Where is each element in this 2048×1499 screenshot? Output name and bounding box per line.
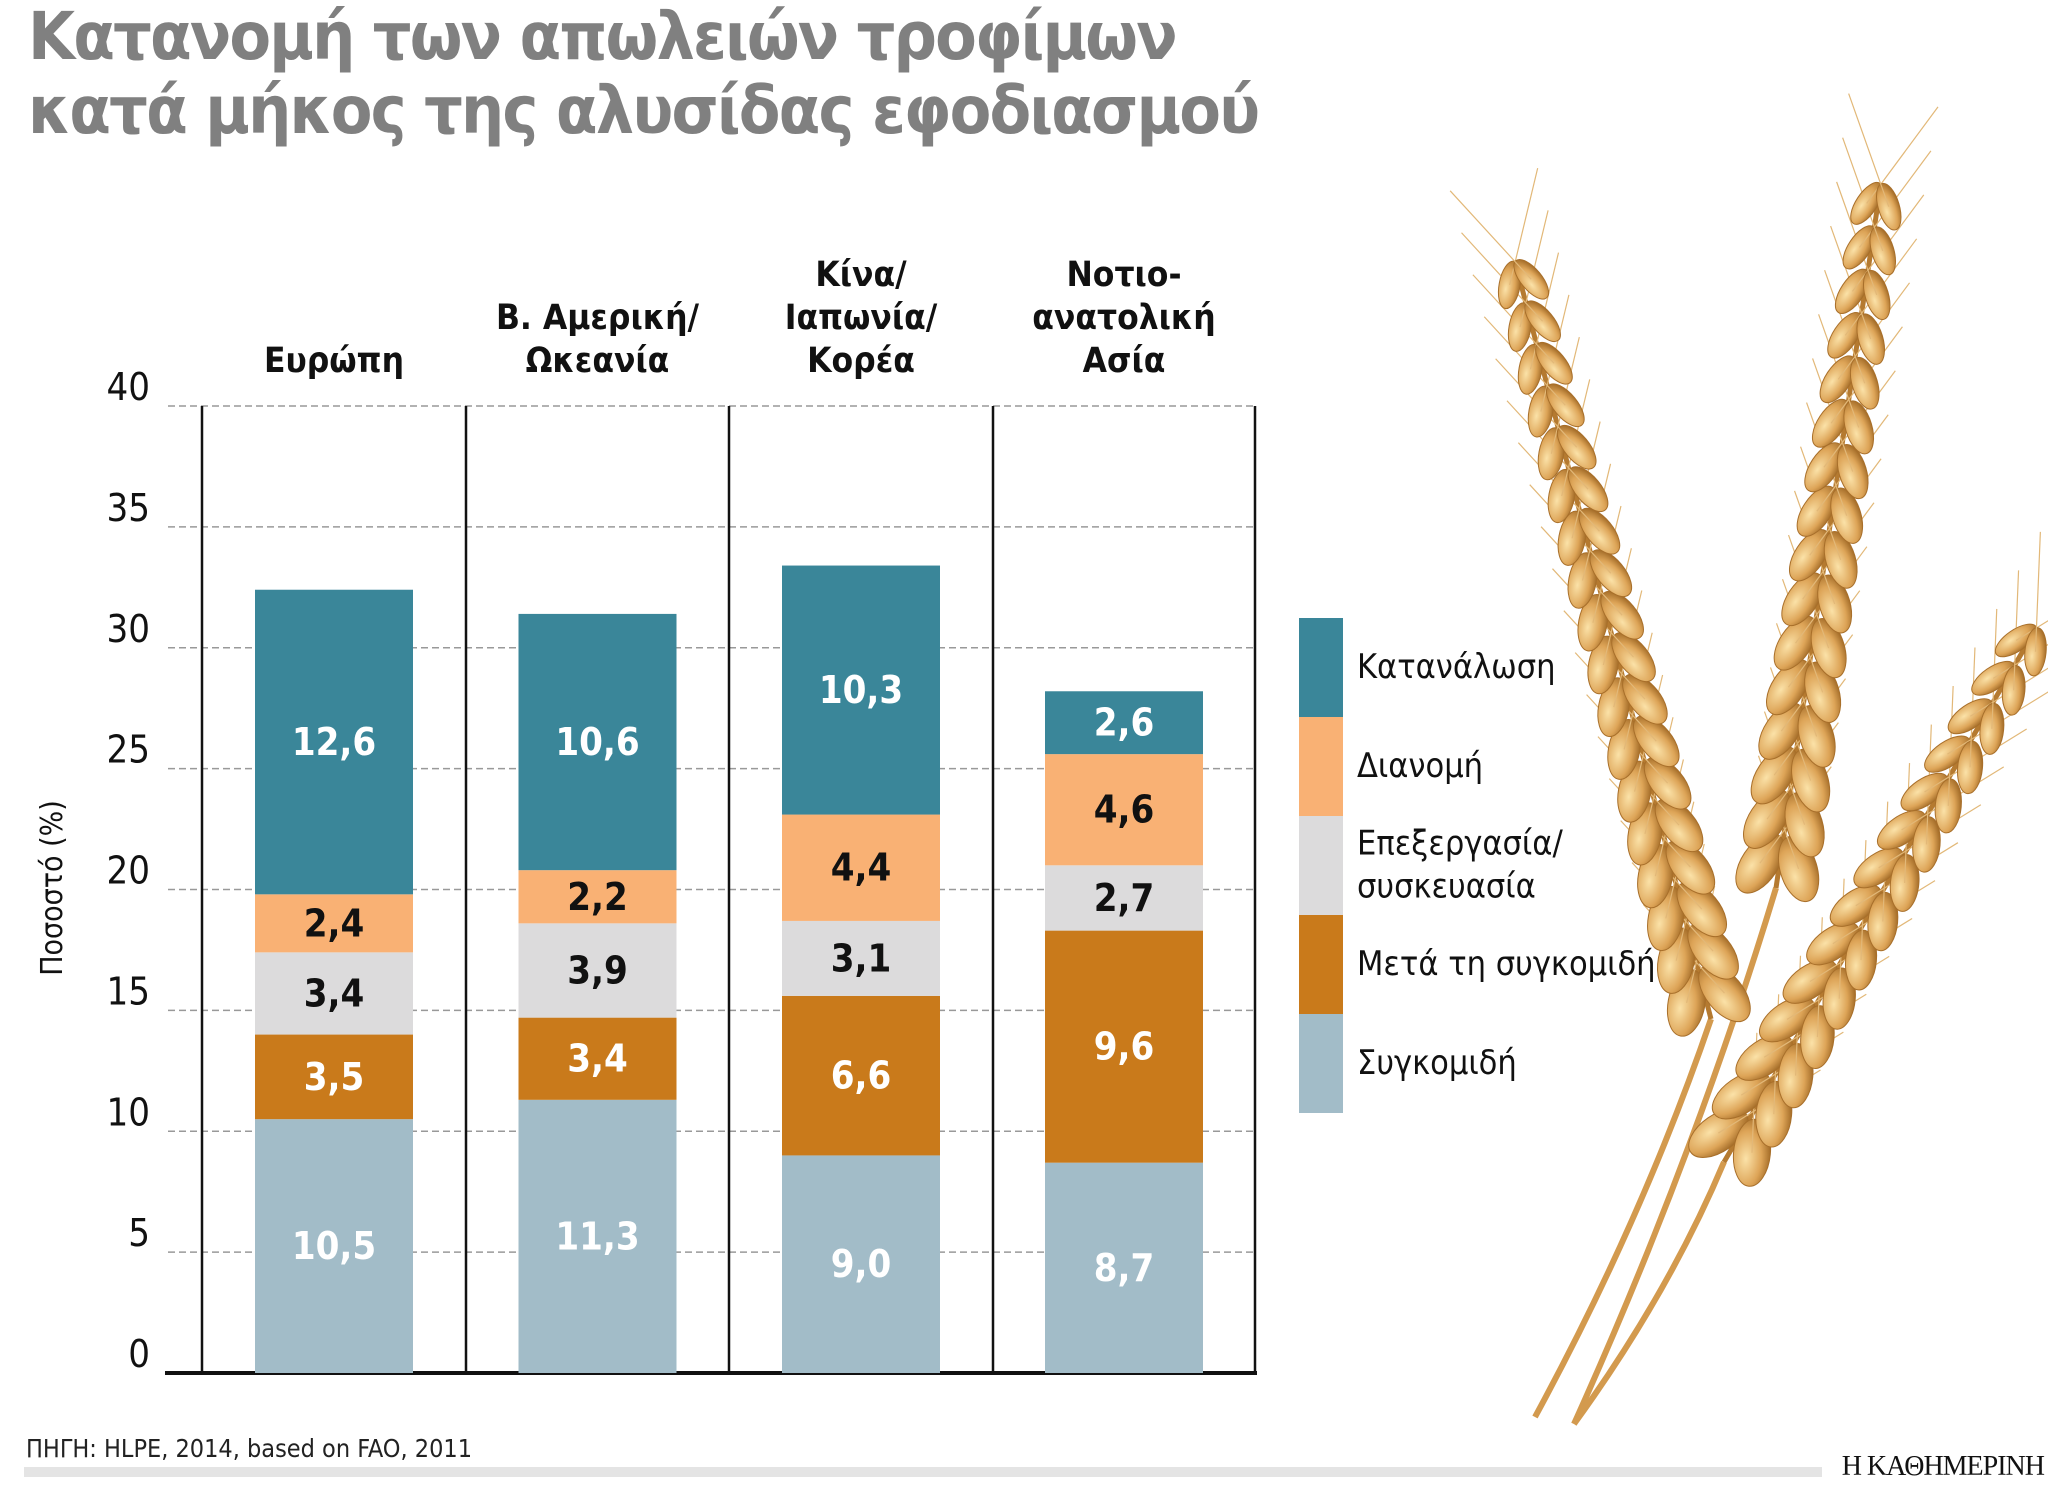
wheat-grain bbox=[1876, 182, 1902, 231]
bar-segment bbox=[255, 952, 413, 1035]
data-label: 12,6 bbox=[292, 720, 376, 764]
legend-label: Επεξεργασία/ bbox=[1357, 824, 1563, 864]
data-label: 4,4 bbox=[831, 846, 892, 890]
wheat-grain bbox=[1810, 618, 1847, 679]
bar-segment bbox=[255, 1119, 413, 1373]
category-label: Ευρώπη bbox=[264, 341, 404, 381]
y-tick-label: 20 bbox=[107, 849, 151, 893]
category-label: Ιαπωνία/ bbox=[785, 298, 938, 338]
legend-label: Μετά τη συγκομιδή bbox=[1357, 944, 1656, 984]
wheat-grain bbox=[1947, 698, 1993, 735]
legend-label: Συγκομιδή bbox=[1357, 1043, 1517, 1083]
title-line-1: Κατανομή των απωλειών τροφίμων bbox=[28, 0, 1178, 75]
data-label: 3,5 bbox=[304, 1055, 365, 1099]
bar-segment bbox=[1045, 930, 1203, 1163]
y-tick-label: 15 bbox=[107, 969, 151, 1013]
wheat-grain bbox=[1900, 772, 1949, 812]
wheat-grain bbox=[1830, 487, 1864, 544]
category-label: Β. Αμερική/ bbox=[496, 298, 700, 338]
legend-swatch bbox=[1299, 717, 1343, 816]
wheat-grain bbox=[1862, 269, 1891, 321]
bar-segment bbox=[782, 1155, 940, 1373]
bar-segment bbox=[782, 920, 940, 996]
chart-title: Κατανομή των απωλειών τροφίμων κατά μήκο… bbox=[28, 0, 1260, 149]
wheat-illustration bbox=[1449, 93, 2048, 1426]
wheat-grain bbox=[1577, 593, 1609, 652]
y-tick-label: 0 bbox=[128, 1332, 150, 1376]
bar-segment bbox=[518, 1099, 677, 1373]
data-label: 2,4 bbox=[304, 901, 365, 945]
data-label: 3,4 bbox=[567, 1037, 628, 1081]
y-tick-label: 40 bbox=[107, 365, 151, 409]
data-label: 10,6 bbox=[555, 720, 639, 764]
data-label: 2,7 bbox=[1094, 876, 1155, 920]
wheat-awn bbox=[1449, 190, 1532, 280]
y-tick-label: 25 bbox=[107, 728, 151, 772]
wheat-stem bbox=[1571, 1160, 1727, 1426]
bar-segment bbox=[782, 995, 940, 1156]
wheat-grain bbox=[1853, 847, 1905, 889]
wheat-stem bbox=[1532, 1018, 1714, 1419]
bar-segment bbox=[782, 565, 940, 815]
y-tick-label: 35 bbox=[107, 486, 151, 530]
data-label: 4,6 bbox=[1094, 788, 1155, 832]
wheat-grain bbox=[1567, 552, 1598, 609]
wheat-awn bbox=[1848, 93, 1890, 207]
category-label: Νοτιο- bbox=[1066, 255, 1181, 295]
bar-segment bbox=[1045, 691, 1203, 755]
bar-segment bbox=[518, 1017, 677, 1100]
wheat-grain bbox=[1979, 702, 2005, 755]
data-label: 9,6 bbox=[1094, 1025, 1155, 1069]
legend-label: Κατανάλωση bbox=[1357, 647, 1556, 687]
legend-swatch bbox=[1299, 915, 1343, 1014]
publisher-logo: Η ΚΑΘΗΜΕΡΙΝΗ bbox=[1841, 1451, 2045, 1482]
data-label: 3,4 bbox=[304, 971, 365, 1015]
wheat-grain bbox=[1758, 702, 1805, 760]
legend-swatch bbox=[1299, 1014, 1343, 1113]
wheat-grain bbox=[1843, 400, 1875, 455]
bar-segment bbox=[518, 613, 677, 871]
data-label: 11,3 bbox=[555, 1214, 639, 1258]
bar-segment bbox=[782, 814, 940, 921]
legend-label: συσκευασία bbox=[1357, 867, 1536, 907]
bar-segment bbox=[1045, 1162, 1203, 1373]
y-tick-label: 30 bbox=[107, 607, 151, 651]
bar-segment bbox=[255, 1034, 413, 1120]
data-label: 10,5 bbox=[292, 1224, 376, 1268]
legend-label: Διανομή bbox=[1357, 746, 1483, 786]
footer-divider bbox=[24, 1467, 1822, 1477]
category-label: Ασία bbox=[1083, 341, 1166, 381]
source-note: ΠΗΓΗ: HLPE, 2014, based on FAO, 2011 bbox=[26, 1434, 473, 1463]
data-label: 3,9 bbox=[567, 948, 628, 992]
category-label: Ωκεανία bbox=[526, 341, 670, 381]
data-label: 8,7 bbox=[1094, 1246, 1155, 1290]
bar-segment bbox=[1045, 754, 1203, 866]
wheat-awn bbox=[2034, 531, 2041, 652]
title-line-2: κατά μήκος της αλυσίδας εφοδιασμού bbox=[28, 72, 1260, 149]
data-label: 6,6 bbox=[831, 1054, 892, 1098]
y-axis-label: Ποσοστό (%) bbox=[35, 800, 70, 976]
bar-segment bbox=[1045, 865, 1203, 931]
wheat-grain bbox=[1934, 778, 1962, 834]
wheat-grain bbox=[1889, 854, 1920, 912]
data-label: 9,0 bbox=[831, 1242, 892, 1286]
data-label: 2,2 bbox=[567, 875, 628, 919]
data-label: 2,6 bbox=[1094, 701, 1155, 745]
data-label: 10,3 bbox=[819, 668, 903, 712]
y-tick-label: 10 bbox=[107, 1090, 151, 1134]
legend-swatch bbox=[1299, 618, 1343, 717]
wheat-stem bbox=[1571, 887, 1779, 1426]
data-label: 3,1 bbox=[831, 936, 892, 980]
y-tick-label: 5 bbox=[128, 1211, 150, 1255]
bar-segment bbox=[518, 923, 677, 1018]
bar-segment bbox=[518, 870, 677, 924]
category-label: ανατολική bbox=[1032, 298, 1215, 338]
category-label: Κορέα bbox=[807, 341, 915, 381]
category-label: Κίνα/ bbox=[815, 255, 907, 295]
legend-swatch bbox=[1299, 816, 1343, 915]
bar-segment bbox=[255, 589, 413, 895]
bar-segment bbox=[255, 894, 413, 953]
